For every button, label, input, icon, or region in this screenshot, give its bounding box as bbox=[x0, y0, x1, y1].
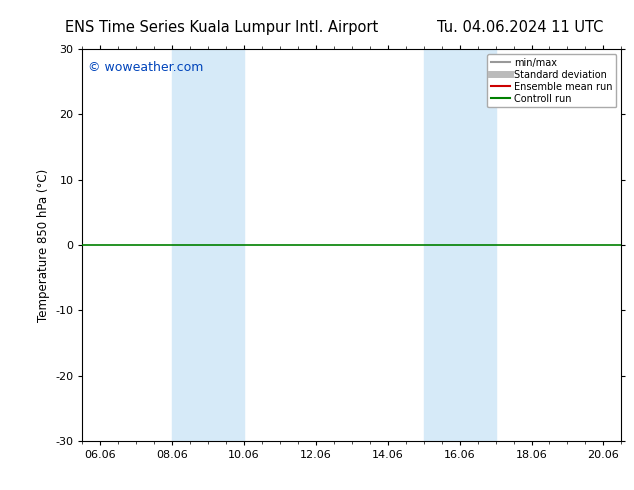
Bar bbox=[424, 49, 496, 441]
Text: © woweather.com: © woweather.com bbox=[87, 61, 203, 74]
Y-axis label: Temperature 850 hPa (°C): Temperature 850 hPa (°C) bbox=[37, 169, 49, 321]
Text: ENS Time Series Kuala Lumpur Intl. Airport: ENS Time Series Kuala Lumpur Intl. Airpo… bbox=[65, 20, 378, 35]
Legend: min/max, Standard deviation, Ensemble mean run, Controll run: min/max, Standard deviation, Ensemble me… bbox=[487, 54, 616, 107]
Bar bbox=[172, 49, 244, 441]
Text: Tu. 04.06.2024 11 UTC: Tu. 04.06.2024 11 UTC bbox=[437, 20, 603, 35]
